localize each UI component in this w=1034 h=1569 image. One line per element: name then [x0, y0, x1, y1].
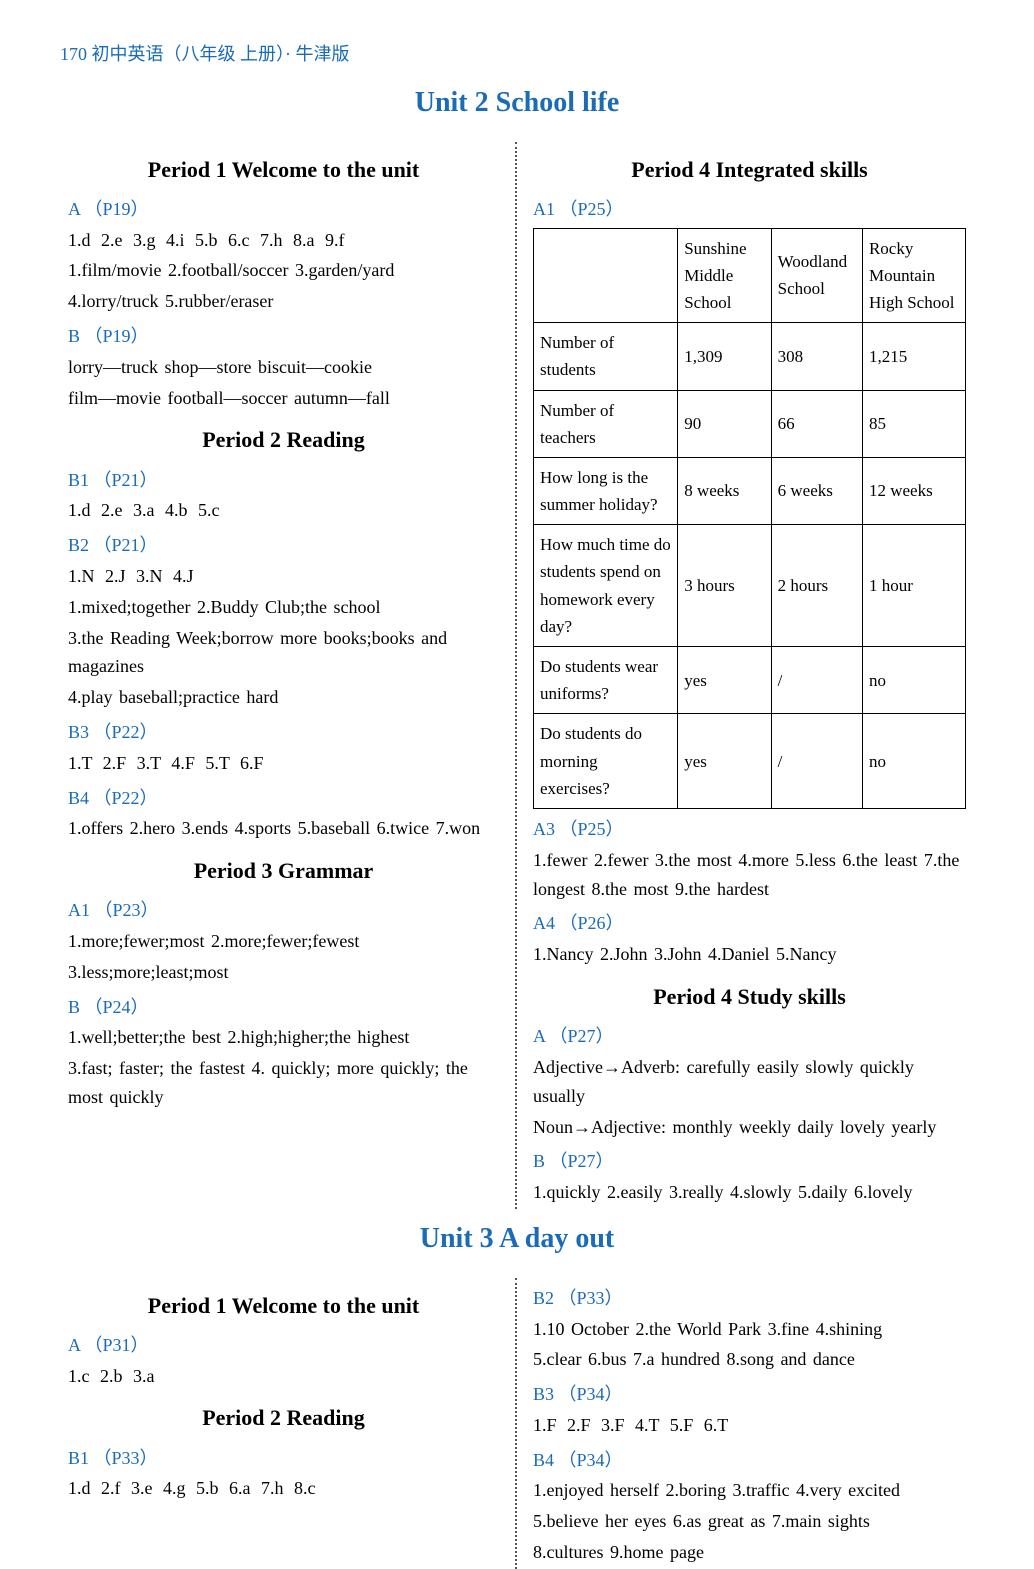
u2-p4b-A-line2: Noun→Adjective: monthly weekly daily lov…	[533, 1113, 966, 1142]
table-cell: yes	[678, 714, 771, 809]
table-cell: Rocky Mountain High School	[862, 228, 965, 323]
school-comparison-table: Sunshine Middle School Woodland School R…	[533, 228, 966, 809]
table-cell: /	[771, 647, 862, 714]
u2-period2-title: Period 2 Reading	[68, 422, 499, 457]
table-cell: 1,215	[862, 323, 965, 390]
u3-B2-line2: 5.clear 6.bus 7.a hundred 8.song and dan…	[533, 1345, 966, 1374]
u2-p4a-A1-label: A1 （P25）	[533, 195, 966, 224]
u3-p1-A-line: 1.c 2.b 3.a	[68, 1362, 499, 1391]
table-cell: no	[862, 647, 965, 714]
table-cell: Woodland School	[771, 228, 862, 323]
table-cell: How long is the summer holiday?	[534, 457, 678, 524]
table-cell: no	[862, 714, 965, 809]
u2-p2-B4-line: 1.offers 2.hero 3.ends 4.sports 5.baseba…	[68, 814, 499, 843]
table-cell: Do students do morning exercises?	[534, 714, 678, 809]
u2-p1-A-line3: 4.lorry/truck 5.rubber/eraser	[68, 287, 499, 316]
u2-p4a-A4-line: 1.Nancy 2.John 3.John 4.Daniel 5.Nancy	[533, 940, 966, 969]
u2-p4a-A3-label: A3 （P25）	[533, 815, 966, 844]
table-cell: 12 weeks	[862, 457, 965, 524]
table-cell: How much time do students spend on homew…	[534, 525, 678, 647]
table-cell: 66	[771, 390, 862, 457]
unit3-title: Unit 3 A day out	[60, 1217, 974, 1262]
table-cell: 8 weeks	[678, 457, 771, 524]
u2-p2-B4-label: B4 （P22）	[68, 784, 499, 813]
u2-p1-A-line1: 1.d 2.e 3.g 4.i 5.b 6.c 7.h 8.a 9.f	[68, 226, 499, 255]
unit2-right-col: Period 4 Integrated skills A1 （P25） Suns…	[517, 142, 974, 1209]
u2-p2-B3-label: B3 （P22）	[68, 718, 499, 747]
table-row: How much time do students spend on homew…	[534, 525, 966, 647]
table-cell: Number of students	[534, 323, 678, 390]
table-cell	[534, 228, 678, 323]
u2-p2-B1-label: B1 （P21）	[68, 466, 499, 495]
table-cell: 90	[678, 390, 771, 457]
table-row: Sunshine Middle School Woodland School R…	[534, 228, 966, 323]
table-cell: yes	[678, 647, 771, 714]
u2-period3-title: Period 3 Grammar	[68, 853, 499, 888]
u3-B4-label: B4 （P34）	[533, 1446, 966, 1475]
unit2-left-col: Period 1 Welcome to the unit A （P19） 1.d…	[60, 142, 517, 1209]
u3-p2-B1-label: B1 （P33）	[68, 1444, 499, 1473]
u2-p3-A1-line1: 1.more;fewer;most 2.more;fewer;fewest	[68, 927, 499, 956]
u2-p4a-A4-label: A4 （P26）	[533, 909, 966, 938]
table-row: Number of teachers 90 66 85	[534, 390, 966, 457]
u2-p4b-B-label: B （P27）	[533, 1147, 966, 1176]
table-cell: 1,309	[678, 323, 771, 390]
u3-B4-line3: 8.cultures 9.home page	[533, 1538, 966, 1567]
u2-p3-A1-line2: 3.less;more;least;most	[68, 958, 499, 987]
u2-p2-B2-line3: 3.the Reading Week;borrow more books;boo…	[68, 624, 499, 682]
u3-B2-label: B2 （P33）	[533, 1284, 966, 1313]
unit3-right-col: B2 （P33） 1.10 October 2.the World Park 3…	[517, 1278, 974, 1569]
table-row: Do students do morning exercises? yes / …	[534, 714, 966, 809]
table-row: Do students wear uniforms? yes / no	[534, 647, 966, 714]
u3-p1-A-label: A （P31）	[68, 1331, 499, 1360]
u2-p4b-A-label: A （P27）	[533, 1022, 966, 1051]
u2-p3-B-line2: 3.fast; faster; the fastest 4. quickly; …	[68, 1054, 499, 1112]
u2-p3-B-label: B （P24）	[68, 993, 499, 1022]
table-cell: Number of teachers	[534, 390, 678, 457]
u3-period1-title: Period 1 Welcome to the unit	[68, 1288, 499, 1323]
table-row: Number of students 1,309 308 1,215	[534, 323, 966, 390]
u2-p1-B-line1: lorry—truck shop—store biscuit—cookie	[68, 353, 499, 382]
u2-p2-B2-line4: 4.play baseball;practice hard	[68, 683, 499, 712]
u2-p2-B2-line1: 1.N 2.J 3.N 4.J	[68, 562, 499, 591]
u2-p1-A-label: A （P19）	[68, 195, 499, 224]
unit2-columns: Period 1 Welcome to the unit A （P19） 1.d…	[60, 142, 974, 1209]
u2-p3-B-line1: 1.well;better;the best 2.high;higher;the…	[68, 1023, 499, 1052]
table-cell: /	[771, 714, 862, 809]
u2-p3-A1-label: A1 （P23）	[68, 896, 499, 925]
table-cell: 3 hours	[678, 525, 771, 647]
table-cell: 308	[771, 323, 862, 390]
table-row: How long is the summer holiday? 8 weeks …	[534, 457, 966, 524]
unit3-columns: Period 1 Welcome to the unit A （P31） 1.c…	[60, 1278, 974, 1569]
table-cell: Do students wear uniforms?	[534, 647, 678, 714]
u2-p2-B2-line2: 1.mixed;together 2.Buddy Club;the school	[68, 593, 499, 622]
u3-B3-line: 1.F 2.F 3.F 4.T 5.F 6.T	[533, 1411, 966, 1440]
u2-p1-B-line2: film—movie football—soccer autumn—fall	[68, 384, 499, 413]
u3-period2-title: Period 2 Reading	[68, 1400, 499, 1435]
table-cell: 85	[862, 390, 965, 457]
u3-B2-line1: 1.10 October 2.the World Park 3.fine 4.s…	[533, 1315, 966, 1344]
u3-B4-line2: 5.believe her eyes 6.as great as 7.main …	[533, 1507, 966, 1536]
table-cell: Sunshine Middle School	[678, 228, 771, 323]
u2-period4b-title: Period 4 Study skills	[533, 979, 966, 1014]
u2-p2-B1-line: 1.d 2.e 3.a 4.b 5.c	[68, 496, 499, 525]
u2-period1-title: Period 1 Welcome to the unit	[68, 152, 499, 187]
u2-period4a-title: Period 4 Integrated skills	[533, 152, 966, 187]
table-cell: 6 weeks	[771, 457, 862, 524]
page-header: 170 初中英语（八年级 上册）· 牛津版	[60, 40, 974, 69]
u2-p4b-B-line: 1.quickly 2.easily 3.really 4.slowly 5.d…	[533, 1178, 966, 1207]
u2-p1-B-label: B （P19）	[68, 322, 499, 351]
unit3-left-col: Period 1 Welcome to the unit A （P31） 1.c…	[60, 1278, 517, 1569]
u2-p2-B2-label: B2 （P21）	[68, 531, 499, 560]
u3-B3-label: B3 （P34）	[533, 1380, 966, 1409]
u2-p4a-A3-line: 1.fewer 2.fewer 3.the most 4.more 5.less…	[533, 846, 966, 904]
u3-p2-B1-line: 1.d 2.f 3.e 4.g 5.b 6.a 7.h 8.c	[68, 1474, 499, 1503]
unit2-title: Unit 2 School life	[60, 81, 974, 126]
u2-p1-A-line2: 1.film/movie 2.football/soccer 3.garden/…	[68, 256, 499, 285]
u3-B4-line1: 1.enjoyed herself 2.boring 3.traffic 4.v…	[533, 1476, 966, 1505]
u2-p2-B3-line: 1.T 2.F 3.T 4.F 5.T 6.F	[68, 749, 499, 778]
table-cell: 1 hour	[862, 525, 965, 647]
u2-p4b-A-line1: Adjective→Adverb: carefully easily slowl…	[533, 1053, 966, 1111]
table-cell: 2 hours	[771, 525, 862, 647]
